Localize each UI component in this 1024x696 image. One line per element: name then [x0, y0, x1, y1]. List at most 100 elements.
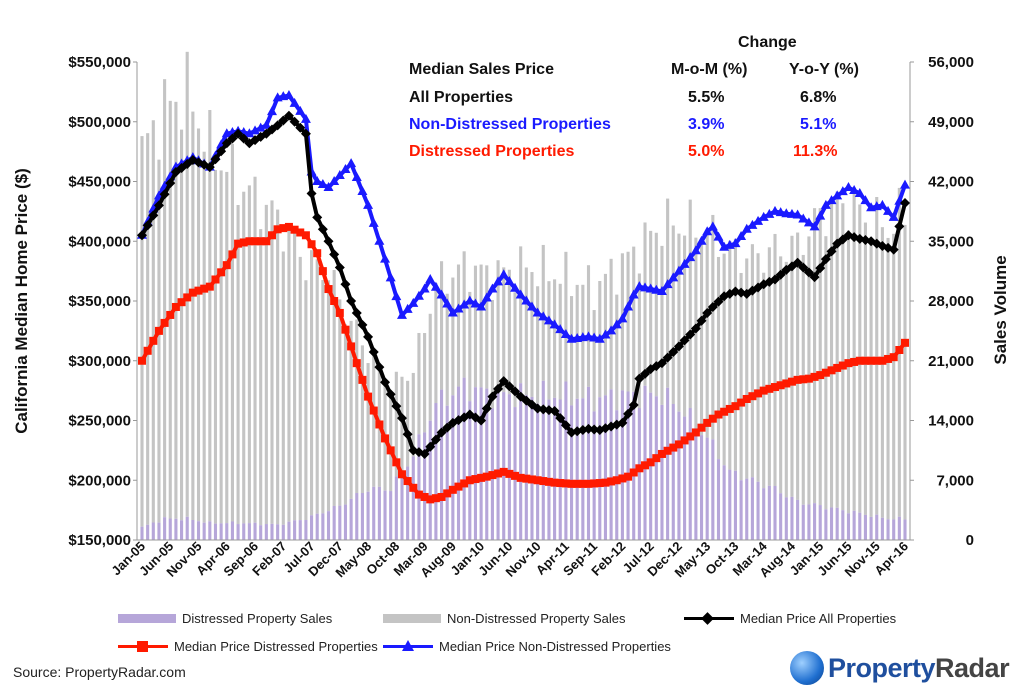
- point-marker-square: [392, 458, 401, 467]
- bar-non-distressed-sales: [880, 227, 884, 518]
- point-marker-square: [821, 368, 830, 377]
- bar-non-distressed-sales: [536, 286, 540, 404]
- bar-non-distressed-sales: [202, 151, 206, 523]
- legend-all-line: [684, 612, 734, 625]
- bar-distressed-sales: [603, 395, 608, 540]
- bar-distressed-sales: [796, 499, 800, 540]
- point-marker-square: [601, 478, 610, 487]
- point-marker-triangle: [832, 190, 843, 200]
- y2-tick-label: 21,000: [928, 353, 974, 370]
- point-marker-square: [154, 326, 163, 335]
- point-marker-triangle: [323, 181, 334, 191]
- bar-non-distressed-sales: [796, 232, 800, 500]
- point-marker-diamond: [380, 377, 391, 388]
- bar-non-distressed-sales: [592, 310, 596, 412]
- bar-distressed-sales: [225, 523, 229, 540]
- point-marker-square: [731, 402, 740, 411]
- bar-distressed-sales: [745, 478, 749, 540]
- point-marker-diamond: [617, 417, 628, 428]
- point-marker-triangle: [351, 172, 362, 182]
- point-marker-square: [228, 250, 237, 259]
- point-marker-square: [646, 458, 655, 467]
- square-marker-icon: [137, 641, 148, 652]
- point-marker-diamond: [238, 133, 249, 144]
- bar-distressed-sales: [581, 398, 585, 540]
- row-all-label: All Properties: [409, 89, 514, 106]
- bar-distressed-sales: [445, 405, 449, 540]
- bar-non-distressed-sales: [564, 251, 568, 382]
- y-axis-left-ticks: $150,000 $200,000 $250,000 $300,000 $350,000…: [68, 54, 137, 549]
- point-marker-square: [804, 374, 813, 383]
- point-marker-square: [313, 249, 322, 258]
- bar-distressed-sales: [716, 459, 721, 540]
- bar-non-distressed-sales: [180, 129, 184, 521]
- bar-non-distressed-sales: [632, 246, 636, 392]
- point-marker-triangle: [357, 185, 368, 195]
- bar-distressed-sales: [790, 496, 794, 540]
- bar-non-distressed-sales: [259, 229, 263, 526]
- bar-distressed-sales: [586, 386, 591, 540]
- point-marker-diamond: [323, 236, 334, 247]
- point-marker-square: [284, 222, 293, 231]
- bar-distressed-sales: [456, 386, 461, 540]
- y2-tick-label: 49,000: [928, 114, 974, 131]
- bar-distressed-sales: [767, 485, 771, 540]
- bar-distressed-sales: [230, 521, 234, 540]
- bar-distressed-sales: [897, 516, 901, 540]
- point-marker-diamond: [656, 358, 667, 369]
- bar-non-distressed-sales: [807, 236, 811, 505]
- bar-non-distressed-sales: [660, 245, 664, 405]
- price-lines: [137, 89, 910, 504]
- point-marker-square: [748, 392, 757, 401]
- bar-distressed-sales: [801, 504, 805, 540]
- point-marker-square: [799, 375, 808, 384]
- point-marker-square: [381, 434, 390, 443]
- point-marker-triangle: [493, 276, 504, 286]
- point-marker-square: [414, 490, 423, 499]
- point-marker-square: [663, 446, 672, 455]
- point-marker-diamond: [216, 146, 227, 157]
- point-marker-square: [494, 469, 503, 478]
- legend-distressed-sales: Distressed Property Sales: [118, 611, 332, 626]
- point-marker-square: [725, 404, 734, 413]
- bar-non-distressed-sales: [372, 353, 376, 487]
- bar-distressed-sales: [298, 520, 302, 540]
- bar-non-distressed-sales: [157, 159, 161, 523]
- point-marker-diamond: [250, 135, 261, 146]
- point-marker-square: [217, 268, 226, 277]
- bar-non-distressed-sales: [609, 258, 613, 390]
- bar-distressed-sales: [519, 383, 523, 540]
- point-marker-diamond: [351, 307, 362, 318]
- point-marker-diamond: [329, 249, 340, 260]
- bar-non-distressed-sales: [338, 299, 342, 506]
- point-marker-diamond: [481, 403, 492, 414]
- point-marker-square: [697, 423, 706, 432]
- point-marker-diamond: [623, 408, 634, 419]
- bar-distressed-sales: [705, 437, 709, 540]
- bar-non-distressed-sales: [151, 120, 155, 523]
- bar-non-distressed-sales: [841, 203, 845, 511]
- bar-non-distressed-sales: [705, 232, 709, 438]
- bar-distressed-sales: [485, 388, 489, 540]
- point-marker-triangle: [679, 258, 690, 268]
- point-marker-triangle: [464, 295, 475, 305]
- point-marker-triangle: [849, 184, 860, 194]
- point-marker-square: [177, 298, 186, 307]
- y2-tick-label: 14,000: [928, 413, 974, 430]
- legend-non-distressed-price-label: Median Price Non-Distressed Properties: [439, 639, 671, 654]
- bar-distressed-sales: [247, 523, 251, 540]
- point-marker-triangle: [792, 209, 803, 219]
- row-distressed-yoy: 11.3%: [793, 143, 838, 160]
- bar-non-distressed-sales: [790, 235, 794, 497]
- point-marker-square: [550, 478, 559, 487]
- point-marker-triangle: [487, 283, 498, 293]
- property-radar-logo: PropertyRadar: [790, 651, 1010, 685]
- bar-non-distressed-sales: [496, 260, 500, 388]
- point-marker-triangle: [453, 303, 464, 313]
- point-marker-square: [341, 325, 350, 334]
- bar-non-distressed-sales: [468, 291, 472, 402]
- point-marker-triangle: [589, 332, 600, 342]
- bar-distressed-sales: [558, 399, 562, 540]
- point-marker-square: [827, 366, 836, 375]
- bar-non-distressed-sales: [451, 277, 455, 396]
